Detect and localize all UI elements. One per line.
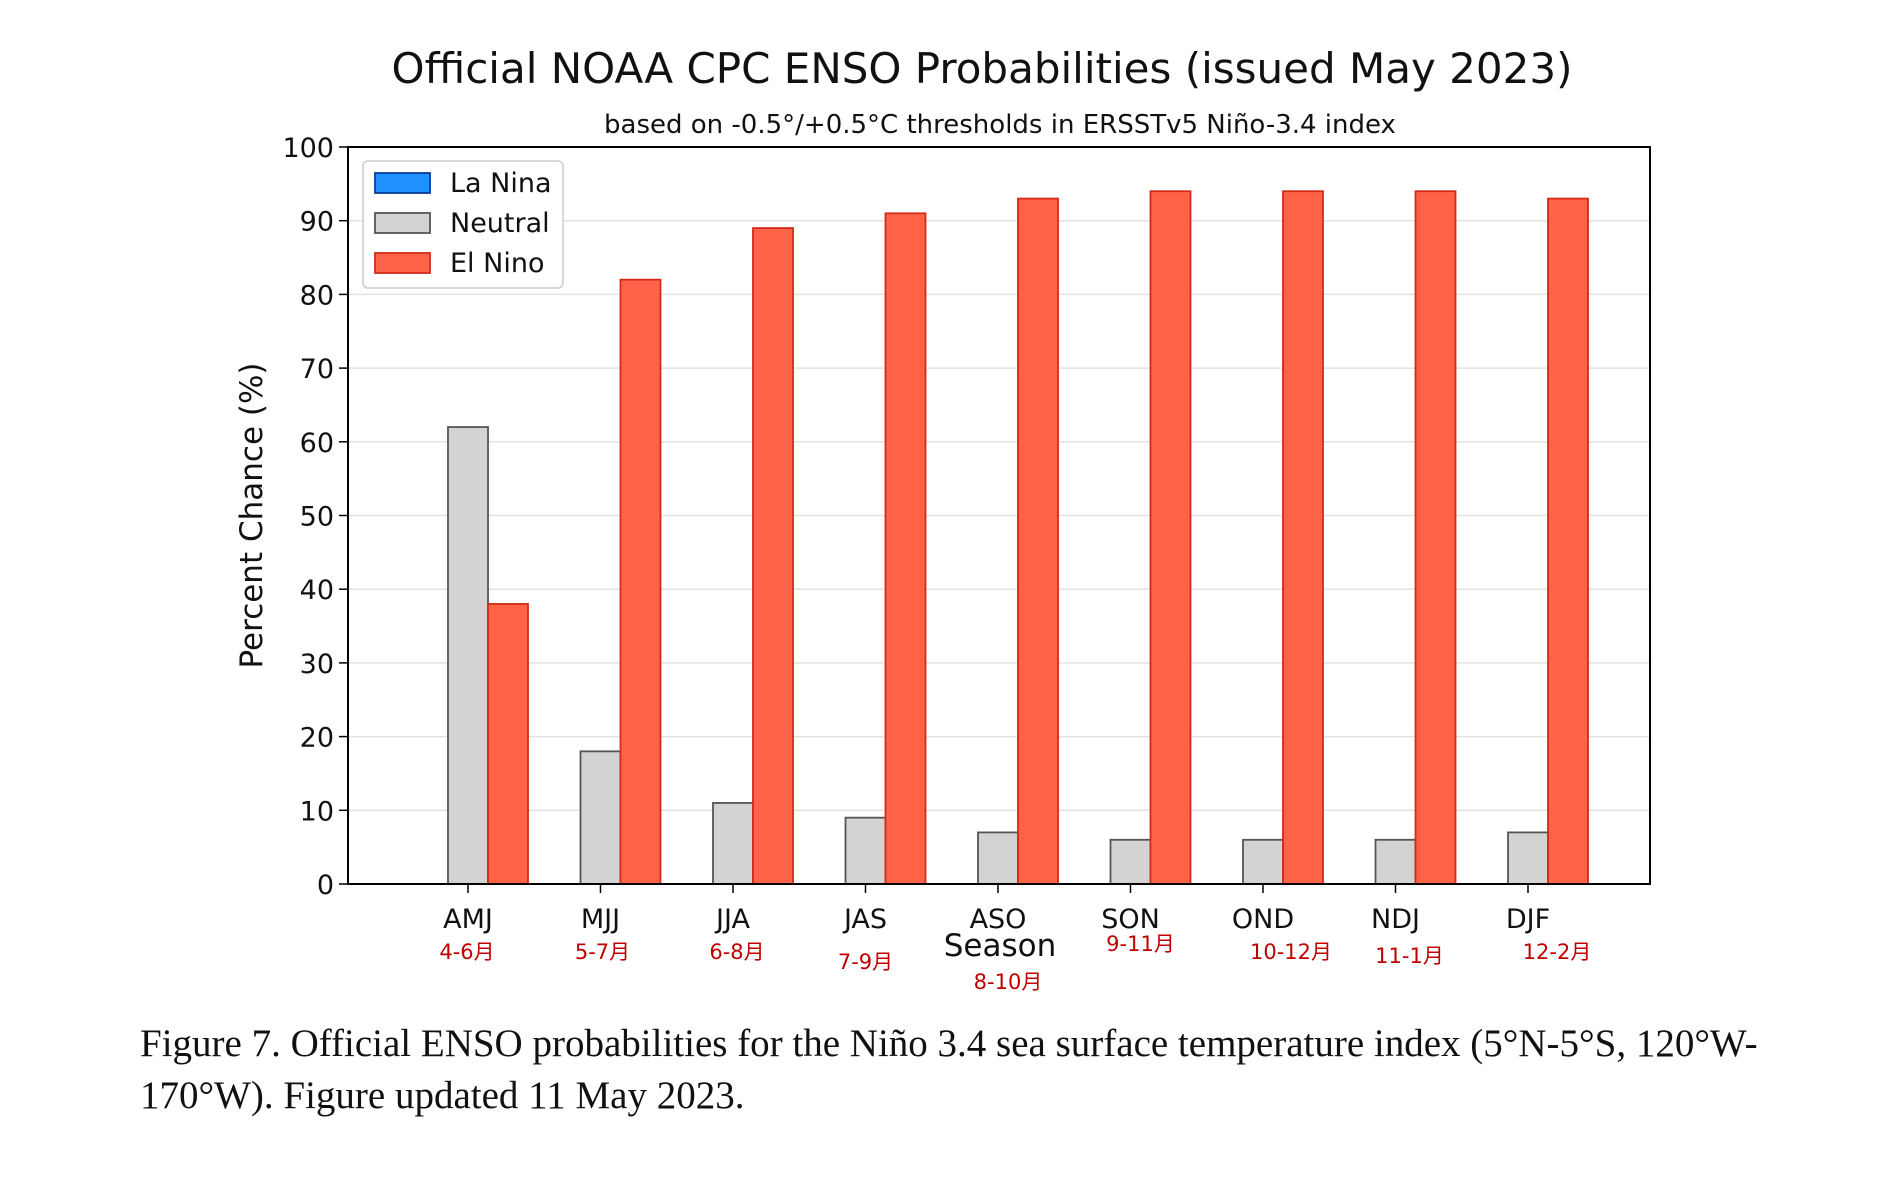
legend-swatch (374, 172, 431, 194)
month-note: 12-2月 (1523, 940, 1592, 964)
month-note: 7-9月 (838, 950, 893, 974)
y-tick-label: 50 (300, 502, 334, 533)
month-note: 11-1月 (1375, 944, 1444, 968)
legend-label: Neutral (450, 208, 550, 239)
x-axis-label: Season (944, 928, 1057, 964)
bar-neutral (579, 750, 622, 885)
legend: La Nina Neutral El Nino (362, 160, 564, 289)
y-axis-label: Percent Chance (%) (234, 362, 270, 668)
month-note: 10-12月 (1250, 940, 1332, 964)
legend-label: El Nino (450, 248, 544, 279)
y-tick-label: 0 (317, 870, 334, 901)
month-annotations: 4-6月 5-7月 6-8月 7-9月 8-10月 9-11月 10-12月 11-1月 12-… (439, 932, 1591, 994)
x-tick-label: NDJ (1371, 904, 1420, 935)
x-tick-label: OND (1232, 904, 1294, 935)
bar-el-nino (487, 603, 529, 885)
bar-el-nino (619, 278, 662, 885)
y-tick-label: 100 (282, 133, 334, 164)
bar-neutral (712, 802, 754, 885)
x-tick-label: MJJ (581, 904, 620, 935)
bar-neutral (447, 426, 489, 885)
grid-lines (348, 219, 1650, 812)
legend-swatch (374, 212, 431, 234)
y-tick-label: 20 (300, 723, 334, 754)
x-tick-label: JJA (714, 904, 750, 935)
x-tick-label: ASO (970, 904, 1027, 935)
bar-neutral (1507, 831, 1549, 885)
bar-el-nino (1149, 190, 1192, 885)
x-tick-label: AMJ (443, 904, 493, 935)
x-axis-ticks: AMJ MJJ JJA JAS ASO SON OND NDJ DJF (443, 884, 1550, 935)
y-tick-label: 60 (300, 428, 334, 459)
legend-swatch (374, 252, 431, 274)
month-note: 6-8月 (709, 940, 764, 964)
bar-el-nino (1414, 190, 1457, 885)
month-note: 4-6月 (439, 940, 494, 964)
y-tick-label: 70 (300, 354, 334, 385)
y-tick-label: 40 (300, 575, 334, 606)
chart-title: Official NOAA CPC ENSO Probabilities (is… (392, 44, 1573, 93)
bar-neutral (844, 816, 887, 885)
bars (348, 190, 1650, 885)
figure-caption: Figure 7. Official ENSO probabilities fo… (140, 1022, 1758, 1117)
bar-neutral (1374, 838, 1417, 885)
bar-neutral (1242, 838, 1284, 885)
y-tick-label: 30 (300, 649, 334, 680)
bar-neutral (977, 831, 1019, 885)
y-tick-label: 90 (300, 207, 334, 238)
bar-el-nino (1547, 197, 1589, 885)
y-tick-label: 10 (300, 796, 334, 827)
month-note: 9-11月 (1106, 932, 1175, 956)
bar-neutral (1109, 838, 1152, 885)
y-axis-ticks: 0 10 20 30 40 50 60 70 80 90 100 (282, 133, 348, 901)
x-tick-label: SON (1101, 904, 1160, 935)
chart-subtitle: based on -0.5°/+0.5°C thresholds in ERSS… (604, 110, 1396, 140)
legend-label: La Nina (450, 168, 552, 199)
bar-el-nino (884, 212, 927, 885)
bar-el-nino (1282, 190, 1324, 885)
bar-el-nino (752, 227, 794, 885)
x-tick-label: DJF (1506, 904, 1550, 935)
bar-el-nino (1017, 197, 1059, 885)
month-note: 5-7月 (575, 940, 630, 964)
x-tick-label: JAS (842, 904, 887, 935)
month-note: 8-10月 (974, 970, 1043, 994)
y-tick-label: 80 (300, 280, 334, 311)
